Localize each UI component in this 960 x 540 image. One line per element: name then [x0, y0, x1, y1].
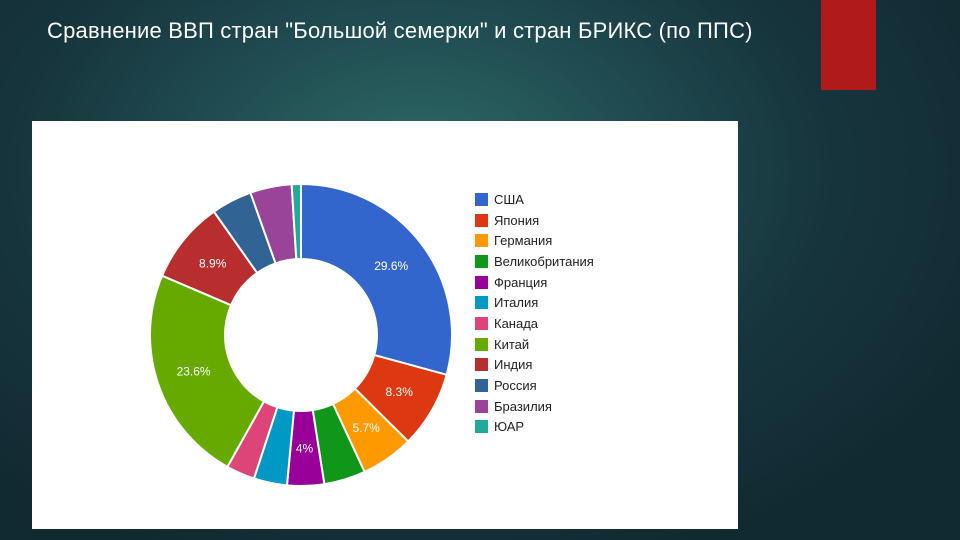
legend-swatch-5 — [475, 275, 488, 289]
legend-label-1: США — [494, 191, 524, 207]
slice-label-1: 29.6% — [374, 259, 408, 273]
legend-label-11: Бразилия — [494, 398, 552, 414]
legend-item-8: Китай — [475, 334, 655, 355]
legend-item-1: США — [475, 189, 655, 210]
legend-label-5: Франция — [494, 274, 548, 290]
slice-8 — [149, 274, 266, 469]
legend-item-5: Франция — [475, 272, 655, 293]
legend-item-11: Бразилия — [475, 396, 655, 417]
accent-bar — [821, 0, 876, 90]
chart-legend: США Япония Германия Великобритания Франция Ит… — [475, 189, 655, 437]
legend-swatch-7 — [475, 316, 488, 330]
legend-label-7: Канада — [494, 315, 539, 331]
legend-swatch-12 — [475, 420, 488, 434]
legend-item-2: Япония — [475, 210, 655, 231]
legend-label-10: Россия — [494, 378, 537, 394]
legend-item-3: Германия — [475, 230, 655, 251]
legend-label-4: Великобритания — [494, 253, 594, 269]
legend-swatch-11 — [475, 399, 488, 413]
legend-item-12: ЮАР — [475, 417, 655, 438]
legend-label-8: Китай — [494, 336, 530, 352]
legend-swatch-3 — [475, 234, 488, 248]
legend-swatch-8 — [475, 337, 488, 351]
legend-item-7: Канада — [475, 313, 655, 334]
legend-label-6: Италия — [494, 295, 539, 311]
legend-swatch-10 — [475, 379, 488, 393]
slide-title: Сравнение ВВП стран "Большой семерки" и … — [47, 18, 753, 43]
legend-label-9: Индия — [494, 357, 533, 373]
legend-item-9: Индия — [475, 355, 655, 376]
slice-1 — [300, 182, 453, 377]
slice-label-8: 23.6% — [177, 365, 211, 379]
legend-swatch-9 — [475, 358, 488, 372]
legend-swatch-2 — [475, 213, 488, 227]
legend-label-12: ЮАР — [494, 419, 525, 435]
legend-label-3: Германия — [494, 233, 553, 249]
legend-swatch-6 — [475, 296, 488, 310]
legend-item-6: Италия — [475, 292, 655, 313]
chart-panel: 29.6% 8.3% 5.7% 4% 23.6% 8.9% США Япония Герман… — [32, 121, 738, 529]
slice-label-5: 4% — [296, 441, 314, 455]
legend-label-2: Япония — [494, 212, 540, 228]
legend-item-10: Россия — [475, 375, 655, 396]
slice-label-3: 5.7% — [352, 421, 380, 435]
slice-label-2: 8.3% — [386, 385, 414, 399]
slice-label-9: 8.9% — [199, 257, 227, 271]
legend-swatch-1 — [475, 192, 488, 206]
donut-chart: 29.6% 8.3% 5.7% 4% 23.6% 8.9% — [149, 182, 453, 487]
slice-12 — [290, 182, 302, 261]
legend-item-4: Великобритания — [475, 251, 655, 272]
legend-swatch-4 — [475, 254, 488, 268]
